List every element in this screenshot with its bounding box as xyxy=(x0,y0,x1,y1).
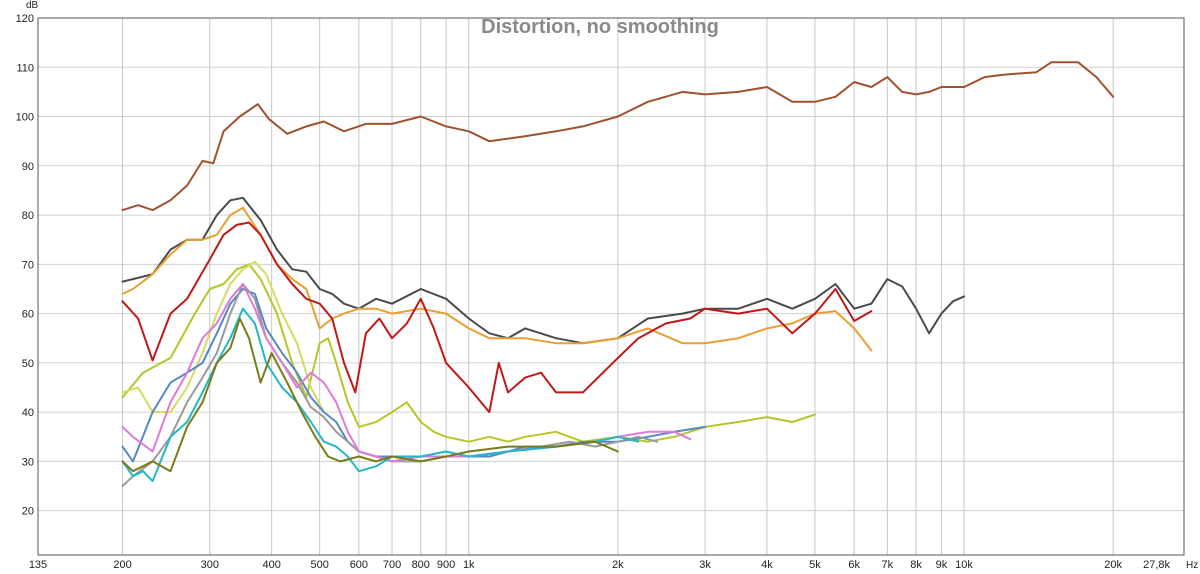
x-tick-label: 7k xyxy=(882,559,894,571)
x-tick-label: 9k xyxy=(936,559,948,571)
x-tick-label: 700 xyxy=(383,559,401,571)
x-tick-label: 4k xyxy=(761,559,773,571)
series-line-6 xyxy=(121,260,325,414)
series-line-5 xyxy=(121,263,816,443)
x-tick-label: 300 xyxy=(201,559,219,571)
y-tick-label: 60 xyxy=(22,309,34,321)
x-tick-label: 27,8k xyxy=(1143,559,1170,571)
x-tick-label: 8k xyxy=(910,559,922,571)
plot-frame xyxy=(37,17,1185,556)
x-tick-label: 600 xyxy=(350,559,368,571)
x-tick-label: 6k xyxy=(848,559,860,571)
x-tick-label: 500 xyxy=(310,559,328,571)
x-tick-label: 135 xyxy=(29,559,47,571)
series-line-4 xyxy=(121,221,873,414)
x-tick-label: 20k xyxy=(1104,559,1122,571)
y-tick-label: 30 xyxy=(22,456,34,468)
series-line-10 xyxy=(121,307,640,483)
y-tick-label: 110 xyxy=(16,62,34,74)
y-tick-label: 40 xyxy=(22,407,34,419)
series-line-1 xyxy=(121,61,1115,212)
x-axis-unit: Hz xyxy=(1186,560,1198,571)
x-tick-label: 1k xyxy=(463,559,475,571)
y-tick-label: 70 xyxy=(22,259,34,271)
series-line-3 xyxy=(121,206,873,352)
x-tick-label: 200 xyxy=(113,559,131,571)
x-tick-label: 10k xyxy=(955,559,973,571)
axis-labels: 20 30 40 50 60 70 80 90 100 110 120 135 200 300 400 500… xyxy=(16,13,1171,571)
y-tick-label: 120 xyxy=(16,13,34,25)
y-tick-label: 90 xyxy=(22,161,34,173)
x-tick-label: 400 xyxy=(262,559,280,571)
x-tick-label: 800 xyxy=(412,559,430,571)
chart-title: Distortion, no smoothing xyxy=(481,16,719,38)
series-group xyxy=(121,61,1115,487)
y-tick-label: 100 xyxy=(16,112,34,124)
x-tick-label: 900 xyxy=(437,559,455,571)
x-tick-label: 5k xyxy=(809,559,821,571)
series-line-2 xyxy=(121,196,966,345)
x-tick-label: 2k xyxy=(612,559,624,571)
y-tick-label: 20 xyxy=(22,506,34,518)
series-line-11 xyxy=(121,317,619,473)
x-tick-label: 3k xyxy=(699,559,711,571)
y-tick-label: 50 xyxy=(22,358,34,370)
grid xyxy=(37,17,1185,555)
y-axis-unit: dB xyxy=(26,0,39,11)
y-tick-label: 80 xyxy=(22,210,34,222)
